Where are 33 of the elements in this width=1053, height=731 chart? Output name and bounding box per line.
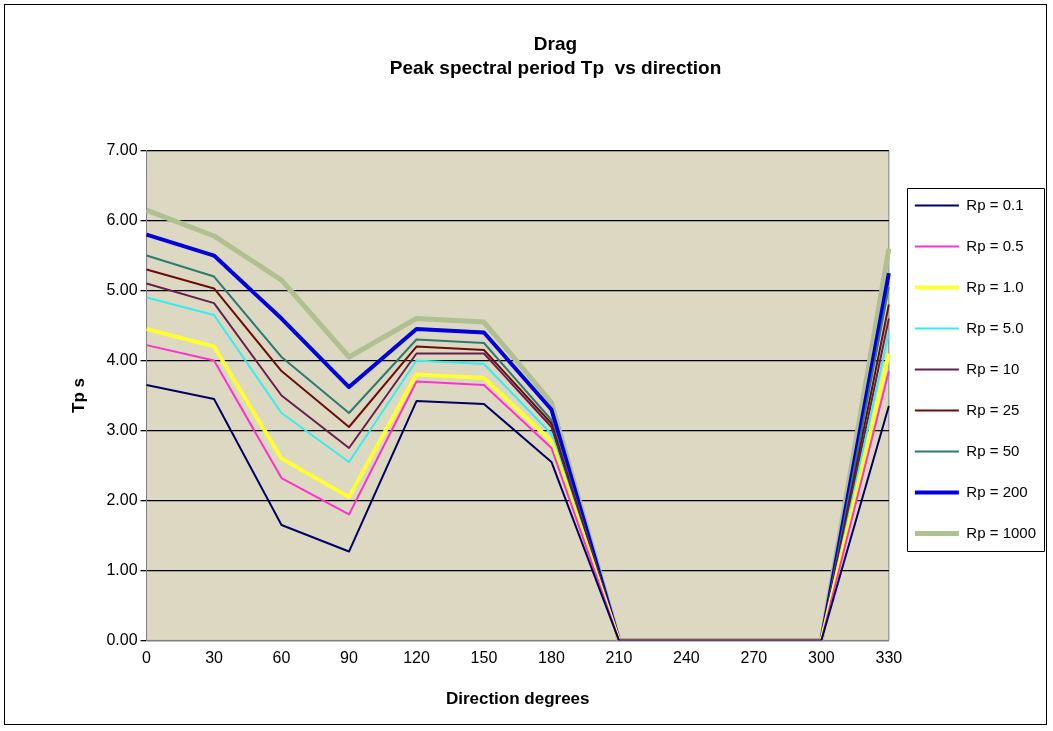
chart-subtitle: Peak spectral period Tp vs direction	[389, 57, 722, 79]
x-tick-label: 240	[673, 649, 700, 667]
legend-label: Rp = 0.5	[966, 236, 1024, 254]
x-tick-label: 180	[538, 649, 565, 667]
legend-label: Rp = 25	[966, 400, 1020, 418]
y-tick-label: 4.00	[106, 350, 138, 368]
legend-label: Rp = 5.0	[966, 318, 1024, 336]
x-tick-label: 300	[808, 649, 835, 667]
y-tick-label: 7.00	[106, 141, 138, 159]
x-tick-label: 210	[605, 649, 633, 667]
y-tick-label: 2.00	[106, 490, 138, 508]
x-tick-label: 60	[272, 649, 291, 667]
legend-label: Rp = 200	[966, 482, 1028, 500]
legend-label: Rp = 1000	[966, 523, 1036, 541]
x-tick-label: 270	[740, 649, 768, 667]
x-axis-title: Direction degrees	[445, 689, 590, 709]
x-tick-label: 90	[340, 649, 358, 667]
y-axis-title: Tp s	[68, 378, 88, 413]
legend-label: Rp = 0.1	[966, 195, 1024, 213]
chart-title: Drag	[533, 32, 578, 54]
x-tick-label: 30	[205, 649, 224, 667]
legend-label: Rp = 10	[966, 359, 1020, 377]
legend-label: Rp = 1.0	[966, 277, 1024, 295]
y-tick-label: 0.00	[106, 630, 138, 648]
x-tick-label: 120	[403, 649, 430, 667]
legend-label: Rp = 50	[966, 441, 1020, 459]
y-tick-label: 5.00	[106, 280, 138, 298]
y-tick-label: 3.00	[106, 420, 138, 438]
y-tick-label: 1.00	[106, 560, 138, 578]
x-tick-label: 330	[875, 649, 903, 667]
x-tick-label: 0	[142, 649, 152, 667]
y-tick-label: 6.00	[106, 210, 138, 228]
x-tick-label: 150	[470, 649, 498, 667]
